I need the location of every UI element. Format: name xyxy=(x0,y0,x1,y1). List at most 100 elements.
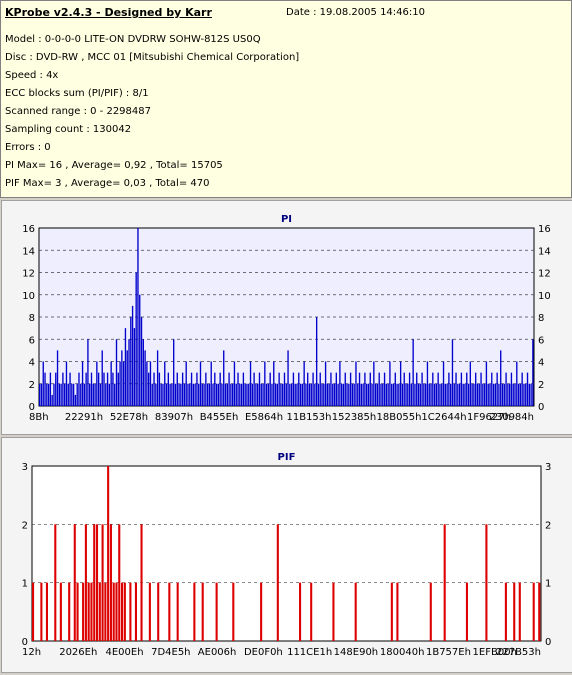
pi-bar xyxy=(185,361,187,406)
pif-bar xyxy=(84,524,87,641)
pif-bar xyxy=(123,582,126,641)
pi-x-tick-label: 8Bh xyxy=(29,412,49,423)
pi-bar xyxy=(296,383,298,406)
pi-bar xyxy=(324,361,327,406)
pif-bar xyxy=(45,582,48,641)
pi-bar xyxy=(516,361,518,406)
pi-bar xyxy=(432,372,434,407)
pif-x-tick-label: AE006h xyxy=(198,647,237,658)
pi-bar xyxy=(119,361,121,406)
info-panel: KProbe v2.4.3 - Designed by Karr Date : … xyxy=(0,0,572,198)
pi-bar xyxy=(215,383,218,406)
pif-bar xyxy=(93,524,96,641)
pif-y-tick-label-right: 2 xyxy=(545,520,551,531)
pi-bar xyxy=(453,383,455,406)
pi-bar xyxy=(249,361,252,406)
pi-bar xyxy=(221,383,223,406)
pi-bar xyxy=(228,372,230,407)
pi-bar xyxy=(99,383,102,406)
pi-bar xyxy=(223,350,225,407)
pi-bar xyxy=(460,372,463,407)
pif-x-tick-label: 180040h xyxy=(380,647,425,658)
pi-bar xyxy=(196,372,198,407)
pi-bar xyxy=(53,383,55,406)
pi-bar xyxy=(398,383,400,406)
pi-bar xyxy=(110,361,112,406)
pi-bar xyxy=(462,383,464,406)
pi-bar xyxy=(428,383,430,406)
pi-bar xyxy=(171,383,173,406)
pi-bar xyxy=(108,383,111,406)
pi-bar xyxy=(507,383,509,406)
pif-bar xyxy=(40,582,43,641)
pi-bar xyxy=(396,383,398,406)
pi-y-tick-label-right: 14 xyxy=(538,246,551,257)
pi-bar xyxy=(62,372,64,407)
pi-bar xyxy=(112,372,114,407)
pi-bar xyxy=(96,361,98,406)
pi-bar xyxy=(298,372,300,407)
pi-bar xyxy=(362,383,364,406)
pi-bar xyxy=(391,383,393,406)
pi-bar xyxy=(269,372,271,407)
pi-bar xyxy=(56,350,59,407)
pi-bar xyxy=(81,361,84,406)
pi-bar xyxy=(97,372,100,407)
pi-bar xyxy=(140,317,143,406)
pi-y-tick-label: 10 xyxy=(22,291,35,302)
pif-bar xyxy=(109,524,112,641)
pi-bar xyxy=(503,383,505,406)
pi-bar xyxy=(292,372,295,407)
pi-bar xyxy=(285,383,287,406)
pi-bar xyxy=(181,372,184,407)
pi-bar xyxy=(103,372,105,407)
pi-y-tick-label-right: 16 xyxy=(538,224,551,235)
pi-bar xyxy=(160,383,162,406)
pi-bar xyxy=(173,339,175,406)
pi-bar xyxy=(339,361,341,406)
pif-bar xyxy=(396,582,399,641)
pi-x-tick-label: 52E78h xyxy=(110,412,148,423)
pi-bar xyxy=(485,361,488,406)
pi-bar xyxy=(351,383,354,406)
pif-x-tick-label: 111CE1h xyxy=(287,647,332,658)
pif-bar xyxy=(115,582,118,641)
pif-bar xyxy=(59,582,62,641)
pi-bar xyxy=(355,361,357,406)
pi-bar xyxy=(78,372,80,407)
pi-bar xyxy=(464,383,466,406)
pif-bar xyxy=(168,582,171,641)
pi-title: PI xyxy=(281,214,292,225)
pi-bar xyxy=(344,372,346,407)
pi-y-tick-label-right: 8 xyxy=(538,313,544,324)
pif-bar xyxy=(390,582,393,641)
pif-bar xyxy=(157,582,160,641)
pi-bar xyxy=(55,372,57,407)
pi-bar xyxy=(312,372,314,407)
pi-y-tick-label: 0 xyxy=(29,402,35,413)
pi-bar xyxy=(360,383,362,406)
pi-bar xyxy=(156,350,159,407)
pi-bar xyxy=(90,372,93,407)
pi-bar xyxy=(514,383,516,406)
pi-bar xyxy=(274,383,277,406)
pi-bar xyxy=(208,383,211,406)
pif-x-tick-label: 4E00Eh xyxy=(106,647,144,658)
pi-bar xyxy=(382,383,384,406)
pif-bar xyxy=(104,582,107,641)
pi-bar xyxy=(483,383,486,406)
pif-bar xyxy=(260,582,263,641)
pi-bar xyxy=(442,361,445,406)
pif-x-tick-label: 148E90h xyxy=(334,647,378,658)
pi-bar xyxy=(144,350,146,407)
pif-bar xyxy=(134,582,137,641)
pif-bar xyxy=(465,582,468,641)
pi-bar xyxy=(480,372,482,407)
pi-bar xyxy=(430,383,432,406)
pi-bar xyxy=(153,372,155,407)
pif-bar xyxy=(95,524,99,641)
pi-bar xyxy=(290,383,293,406)
pi-bar xyxy=(510,372,513,407)
pi-bar xyxy=(417,383,420,406)
pi-bar xyxy=(85,372,87,407)
